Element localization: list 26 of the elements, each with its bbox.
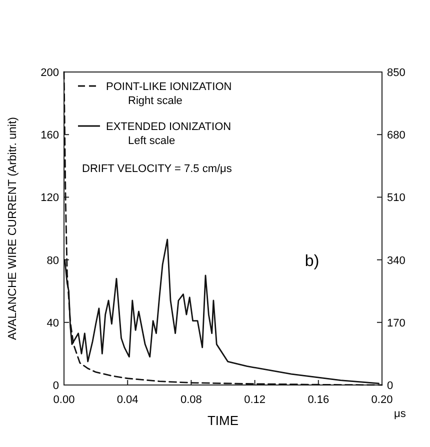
y-tick-label: 200 [40, 67, 59, 79]
x-tick-label: 0.04 [116, 394, 138, 406]
y2-tick-label: 340 [387, 254, 406, 267]
y2-tick-label: 850 [387, 67, 406, 79]
x-tick-label: 0.20 [371, 394, 393, 406]
line-series [63, 71, 383, 386]
text: μs [394, 408, 406, 420]
y-tick-label: 80 [46, 254, 59, 267]
y2-tick-label: 510 [387, 192, 406, 204]
y2-tick-label: 170 [387, 317, 406, 330]
annotation: DRIFT VELOCITY = 7.5 cm/μs [82, 163, 232, 175]
annotation: b) [304, 252, 320, 270]
x-axis-title: TIME [207, 413, 239, 428]
legend-label: POINT-LIKE IONIZATION Right scale [106, 81, 232, 107]
y-axis-title: AVALANCHE WIRE CURRENT (Arbitr. unit) [7, 116, 19, 340]
y-tick-label: 40 [46, 317, 59, 330]
x-tick-label: 0.12 [244, 394, 266, 406]
y-tick-label: 0 [52, 380, 59, 392]
x-tick-label: 0.08 [180, 394, 202, 406]
x-tick-label: 0.16 [308, 394, 330, 406]
y-tick-label: 160 [40, 130, 59, 142]
legend-label: EXTENDED IONIZATION Left scale [106, 121, 232, 147]
y2-tick-label: 0 [387, 380, 394, 392]
y-tick-label: 120 [40, 192, 59, 204]
x-tick-label: 0.00 [53, 394, 75, 406]
y2-tick-label: 680 [387, 130, 406, 142]
